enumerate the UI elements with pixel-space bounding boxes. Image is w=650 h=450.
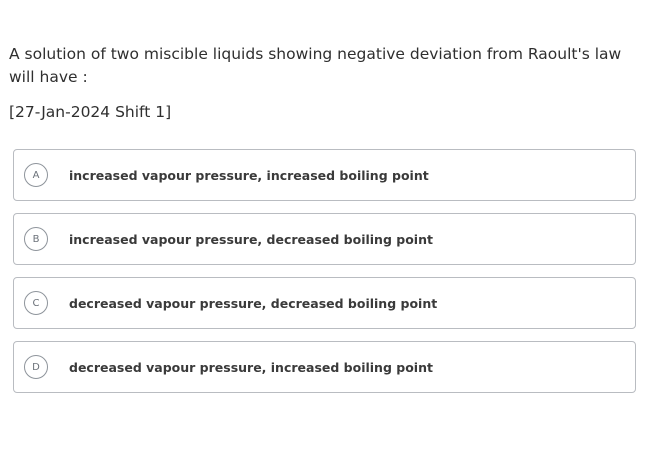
- option-c[interactable]: C decreased vapour pressure, decreased b…: [13, 277, 636, 329]
- option-text: increased vapour pressure, decreased boi…: [69, 231, 433, 247]
- option-b[interactable]: B increased vapour pressure, decreased b…: [13, 213, 636, 265]
- option-letter-badge: B: [24, 227, 48, 251]
- option-text: increased vapour pressure, increased boi…: [69, 167, 429, 183]
- question-source: [27-Jan-2024 Shift 1]: [9, 103, 172, 121]
- option-text: decreased vapour pressure, decreased boi…: [69, 295, 438, 311]
- option-d[interactable]: D decreased vapour pressure, increased b…: [13, 341, 636, 393]
- options-list: A increased vapour pressure, increased b…: [13, 149, 636, 405]
- question-text: A solution of two miscible liquids showi…: [9, 45, 622, 86]
- option-letter-badge: C: [24, 291, 48, 315]
- option-a[interactable]: A increased vapour pressure, increased b…: [13, 149, 636, 201]
- option-letter-badge: A: [24, 163, 48, 187]
- option-text: decreased vapour pressure, increased boi…: [69, 359, 433, 375]
- option-letter-badge: D: [24, 355, 48, 379]
